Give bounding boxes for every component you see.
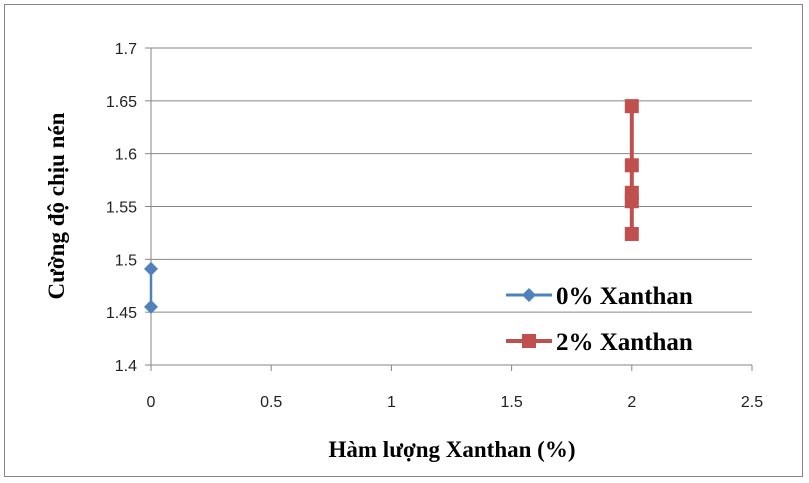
legend-item: 2% Xanthan	[506, 329, 693, 356]
y-tick-label: 1.5	[115, 252, 137, 269]
y-tick-label: 1.4	[115, 358, 137, 375]
x-tick-label: 1.5	[500, 394, 522, 411]
legend: 0% Xanthan 2% Xanthan	[506, 283, 693, 356]
series-1	[144, 261, 158, 314]
series-2	[624, 99, 639, 241]
axes: 1.4 1.45 1.5 1.55 1.6 1.65 1.7 0 0.5 1 1.5 2 2.5	[106, 41, 763, 411]
legend-marker	[522, 334, 536, 348]
series	[144, 99, 639, 314]
legend-marker	[522, 288, 536, 302]
x-axis-title: Hàm lượng Xanthan (%)	[329, 437, 576, 462]
y-tick-label: 1.65	[106, 94, 137, 111]
x-tick-label: 0	[147, 394, 156, 411]
y-tick-label: 1.45	[106, 305, 137, 322]
legend-item: 0% Xanthan	[506, 283, 693, 310]
y-tick-label: 1.7	[115, 41, 137, 58]
data-point	[624, 99, 639, 114]
y-axis-title: Cường độ chịu nén	[44, 112, 69, 299]
x-tick-label: 1	[387, 394, 396, 411]
y-tick-label: 1.6	[115, 147, 137, 164]
gridlines	[151, 47, 752, 313]
data-point	[624, 194, 639, 209]
x-tick-label: 0.5	[260, 394, 282, 411]
x-tick-label: 2	[627, 394, 636, 411]
y-tick-label: 1.55	[106, 200, 137, 217]
data-point	[624, 158, 639, 173]
legend-label: 0% Xanthan	[556, 283, 693, 310]
data-point	[624, 226, 639, 241]
data-point	[144, 299, 158, 314]
legend-label: 2% Xanthan	[556, 329, 693, 356]
data-point	[144, 261, 158, 276]
x-tick-label: 2.5	[741, 394, 763, 411]
chart-area	[4, 4, 803, 477]
